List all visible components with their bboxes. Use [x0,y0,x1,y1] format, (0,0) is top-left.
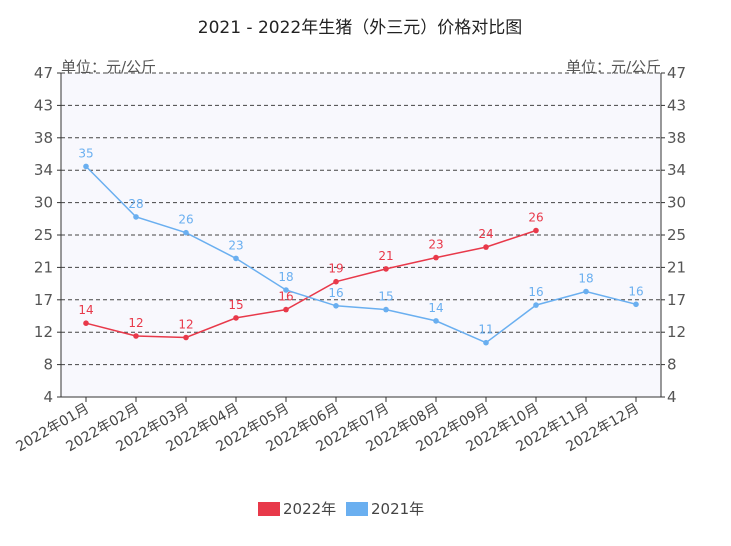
y-tick-label-left: 47 [34,64,53,82]
data-point[interactable] [183,334,189,341]
y-tick-label-left: 17 [34,291,53,309]
y-tick-label-right: 8 [667,356,677,374]
data-point[interactable] [233,255,239,262]
plot-area [61,73,661,397]
unit-label-left: 单位：元/公斤 [61,58,156,76]
series-2022: 14 12 12 15 16 19 21 23 24 26 [78,211,544,341]
data-label: 16 [628,284,643,298]
legend-swatch [258,502,280,516]
data-label: 26 [178,213,193,227]
legend-swatch [346,502,368,516]
data-point[interactable] [383,306,389,313]
y-tick-label-right: 38 [667,129,686,147]
data-label: 24 [478,227,493,241]
legend-label: 2021年 [371,500,424,518]
y-axis-ticks: 4 4 8 8 12 12 17 17 21 21 25 25 30 30 34 34 38 38 43 43 47 47 [34,64,686,406]
data-label: 15 [378,290,393,304]
grid-lines [61,72,661,366]
data-label: 23 [228,238,243,252]
series-2021: 35 28 26 23 18 16 15 14 11 16 18 16 [78,146,644,346]
data-point[interactable] [83,163,89,170]
data-label: 26 [528,211,543,225]
data-point[interactable] [133,214,139,220]
legend-label: 2022年 [283,500,336,518]
x-axis-ticks: 2022年01月2022年02月2022年03月2022年04月2022年05月… [13,397,642,455]
data-label: 18 [578,272,593,286]
data-point[interactable] [283,287,289,293]
data-point[interactable] [183,229,189,236]
data-point[interactable] [133,333,139,339]
data-label: 28 [128,197,143,211]
y-tick-label-left: 43 [34,96,53,114]
unit-label-right: 单位：元/公斤 [566,58,661,76]
data-label: 16 [278,290,293,304]
legend-item-2022[interactable]: 2022年 [258,500,336,518]
data-label: 23 [428,238,443,252]
data-point[interactable] [433,254,439,261]
data-label: 14 [78,303,93,317]
data-point[interactable] [333,303,339,309]
y-tick-label-right: 30 [667,194,686,212]
data-label: 35 [78,146,93,160]
legend-item-2021[interactable]: 2021年 [346,500,424,518]
data-point[interactable] [83,320,89,327]
data-label: 15 [228,298,243,312]
series-line [85,229,537,339]
y-tick-label-left: 21 [34,258,53,276]
y-tick-label-right: 47 [667,64,686,82]
data-point[interactable] [533,227,539,234]
data-label: 14 [428,301,443,315]
series-line [85,165,637,344]
chart-title: 2021 - 2022年生猪（外三元）价格对比图 [198,18,522,38]
y-tick-label-right: 25 [667,226,686,244]
data-label: 21 [378,249,393,263]
data-point[interactable] [383,266,389,272]
data-point[interactable] [333,278,339,285]
y-tick-label-right: 43 [667,96,686,114]
data-point[interactable] [483,339,489,346]
y-tick-label-left: 8 [43,356,53,374]
data-point[interactable] [633,301,639,308]
series-lines: 14 12 12 15 16 19 21 23 24 26 35 28 26 23 18 16 15 14 11 16… [78,146,644,346]
data-point[interactable] [433,318,439,324]
data-label: 16 [328,286,343,300]
y-tick-label-right: 21 [667,258,686,276]
y-tick-label-left: 34 [34,161,53,179]
data-point[interactable] [283,306,289,313]
y-tick-label-right: 12 [667,323,686,341]
y-tick-label-right: 4 [667,388,677,406]
y-tick-label-left: 38 [34,129,53,147]
y-tick-label-left: 30 [34,194,53,212]
legend[interactable]: 2022年 2021年 [258,500,424,518]
data-point[interactable] [583,288,589,295]
y-tick-label-left: 4 [43,388,53,406]
y-tick-label-left: 25 [34,226,53,244]
data-label: 16 [528,285,543,299]
y-tick-label-right: 34 [667,161,686,179]
data-label: 12 [128,316,143,330]
data-label: 18 [278,270,293,284]
data-point[interactable] [483,244,489,250]
data-label: 11 [478,323,493,337]
y-tick-label-right: 17 [667,291,686,309]
data-label: 12 [178,318,193,332]
y-tick-label-left: 12 [34,323,53,341]
data-label: 19 [328,262,343,276]
data-point[interactable] [533,302,539,308]
data-point[interactable] [233,315,239,321]
